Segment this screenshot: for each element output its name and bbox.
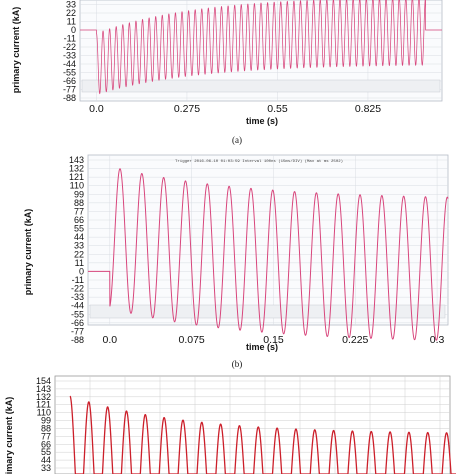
x-tick-label: 0.0	[89, 103, 104, 115]
panel-a-y-axis-label: primary current (kA)	[11, 7, 21, 94]
y-tick-label: 143	[36, 384, 51, 394]
y-tick-label: -88	[71, 335, 84, 345]
y-tick-label: -88	[63, 93, 76, 103]
y-tick-label: 132	[69, 164, 84, 174]
x-tick-label: 0.3	[430, 334, 445, 346]
y-tick-label: 22	[66, 8, 76, 18]
y-tick-label: -66	[71, 318, 84, 328]
y-tick-label: 11	[67, 17, 76, 27]
y-tick-label: 0	[79, 266, 84, 276]
y-tick-label: -55	[71, 309, 84, 319]
panel-b-caption: (b)	[232, 359, 243, 369]
y-tick-label: 99	[41, 416, 51, 426]
y-tick-label: 121	[69, 172, 84, 182]
y-tick-label: 44	[41, 455, 51, 465]
panel-c-plot-area	[54, 375, 451, 474]
x-tick-label: 0.55	[267, 103, 288, 115]
panel-b-info-box	[89, 304, 446, 319]
panel-a-info-box	[81, 79, 441, 93]
y-tick-label: 99	[74, 189, 84, 199]
y-tick-label: 110	[37, 408, 51, 418]
panel-a-caption: (a)	[232, 135, 242, 145]
y-tick-label: -22	[63, 42, 76, 52]
panel-b-x-axis-label: time (s)	[246, 342, 278, 352]
y-tick-label: -11	[64, 34, 76, 44]
panel-c-series-line	[69, 395, 456, 474]
y-tick-label: 66	[41, 439, 51, 449]
y-tick-label: 55	[41, 447, 51, 457]
y-tick-label: 88	[41, 423, 51, 433]
x-tick-label: 0.275	[174, 103, 200, 115]
panel-c-y-axis-label: primary current (kA)	[4, 397, 14, 474]
y-tick-label: -33	[63, 51, 76, 61]
y-tick-label: -22	[71, 284, 84, 294]
panel-b-header-text: Trigger 2016-06-10 01:03:59 Interval 100…	[175, 159, 343, 164]
y-tick-label: 143	[69, 155, 84, 165]
y-tick-label: 0	[71, 25, 76, 35]
y-tick-label: -33	[71, 292, 84, 302]
x-tick-label: 0.225	[342, 334, 368, 346]
y-tick-label: 77	[74, 206, 84, 216]
x-tick-label: 0.15	[263, 334, 284, 346]
x-tick-label: 0.825	[355, 103, 381, 115]
y-tick-label: 33	[66, 0, 76, 10]
y-tick-label: -66	[63, 76, 76, 86]
y-tick-label: 33	[41, 463, 51, 473]
y-tick-label: 88	[74, 198, 84, 208]
y-tick-label: 77	[41, 431, 51, 441]
y-tick-label: 66	[74, 215, 84, 225]
y-tick-label: 154	[36, 376, 51, 386]
y-tick-label: -77	[71, 326, 84, 336]
panel-b: Trigger 2016-06-10 01:03:59 Interval 100…	[23, 154, 449, 369]
x-tick-label: 0.0	[103, 334, 118, 346]
y-tick-label: 33	[74, 241, 84, 251]
y-tick-label: 44	[66, 0, 76, 1]
y-tick-label: -44	[63, 59, 76, 69]
y-tick-label: 132	[36, 392, 51, 402]
y-tick-label: 121	[36, 400, 51, 410]
panel-c-grid	[55, 376, 450, 474]
panel-b-y-axis-label: primary current (kA)	[23, 209, 33, 296]
y-tick-label: 11	[75, 258, 84, 268]
y-tick-label: -11	[72, 275, 84, 285]
panel-b-series-line	[88, 168, 449, 341]
panel-b-info-strip	[89, 304, 446, 319]
y-tick-label: -44	[71, 301, 84, 311]
y-tick-label: -77	[63, 85, 76, 95]
panel-a-series-line	[80, 0, 442, 95]
panel-a-x-axis-label: time (s)	[246, 116, 278, 126]
panel-b-y-ticks: 1431321211109988776655443322110-11-22-33…	[69, 155, 84, 345]
x-tick-label: 0.075	[178, 334, 204, 346]
y-tick-label: 110	[70, 181, 84, 191]
panel-b-x-ticks: 0.0 0.075 0.15 0.225 0.3	[103, 334, 445, 346]
y-tick-label: 55	[74, 224, 84, 234]
y-tick-label: 22	[74, 249, 84, 259]
panel-a-x-ticks: 0.0 0.275 0.55 0.825	[89, 103, 381, 115]
y-tick-label: -55	[63, 68, 76, 78]
y-tick-label: 44	[74, 232, 84, 242]
panel-a-info-strip	[81, 79, 441, 93]
